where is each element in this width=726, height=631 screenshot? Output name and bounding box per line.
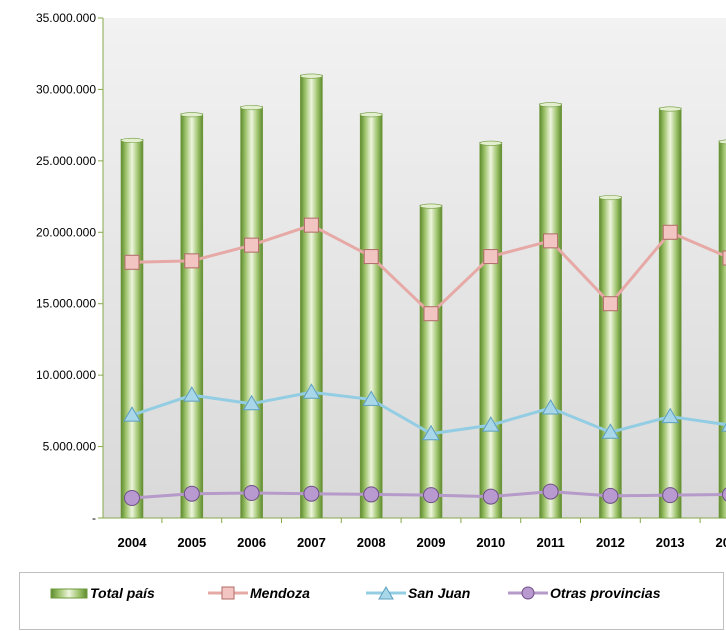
marker-otras-provincias-2007 (303, 485, 320, 502)
legend-item-mendoza: Mendoza (208, 585, 310, 601)
plot-area (103, 18, 726, 518)
bar-total-pais-2008 (359, 113, 383, 519)
marker-san-juan-2011 (541, 398, 560, 415)
x-tick-label: 2008 (357, 535, 386, 550)
marker-san-juan-2012 (601, 423, 620, 439)
legend-label: San Juan (408, 585, 471, 601)
bar-total-pais-2010 (479, 141, 503, 519)
marker-san-juan-2005 (182, 386, 201, 402)
bar-top-cap (359, 112, 383, 118)
y-axis-ticks: - 5.000.000 10.000.000 15.000.000 20.000.000… (36, 11, 103, 525)
marker-san-juan-2008 (362, 390, 381, 406)
bar-total-pais-2012 (599, 196, 622, 519)
marker-mendoza-2005 (184, 253, 200, 269)
bar-top-cap (120, 137, 144, 143)
marker-san-juan-2006 (242, 394, 261, 411)
bar-total-pais-2011 (539, 103, 562, 519)
legend-bar-swatch-icon (50, 588, 88, 599)
line-series (123, 217, 726, 506)
legend-square-marker-icon (208, 586, 248, 600)
x-tick-label: 2014 (716, 535, 726, 550)
marker-san-juan-2013 (661, 407, 680, 424)
marker-otras-provincias-2011 (542, 483, 559, 500)
marker-san-juan-2014 (721, 423, 726, 432)
bar-top-cap (599, 195, 622, 201)
marker-mendoza-2014 (722, 250, 726, 266)
legend: Total país Mendoza San Juan Otras provin… (19, 572, 724, 630)
bar-top-cap (180, 112, 204, 118)
marker-mendoza-2011 (543, 233, 559, 249)
chart-canvas: - 5.000.000 10.000.000 15.000.000 20.000.000… (36, 11, 726, 550)
bar-top-cap (300, 73, 323, 79)
marker-otras-provincias-2005 (183, 485, 200, 502)
marker-mendoza-2010 (483, 249, 499, 265)
x-tick-label: 2010 (476, 535, 505, 550)
bar-top-cap (419, 203, 443, 209)
x-tick-label: 2013 (656, 535, 685, 550)
bar-top-cap (658, 106, 682, 112)
marker-mendoza-2012 (602, 296, 618, 312)
legend-label: Total país (90, 585, 155, 601)
y-tick-label: 20.000.000 (36, 225, 96, 239)
bar-total-pais-2006 (240, 106, 263, 519)
marker-mendoza-2007 (303, 217, 319, 233)
y-tick-label: 15.000.000 (36, 297, 96, 311)
marker-mendoza-2009 (423, 306, 439, 322)
x-tick-label: 2007 (297, 535, 326, 550)
x-tick-label: 2006 (237, 535, 266, 550)
bar-top-cap (539, 102, 562, 108)
y-tick-label: 25.000.000 (36, 154, 96, 168)
bar-top-cap (718, 139, 726, 145)
y-tick-label: 30.000.000 (36, 82, 96, 96)
x-tick-label: 2011 (536, 535, 564, 550)
marker-san-juan-2010 (481, 416, 500, 432)
legend-label: Otras provincias (550, 585, 661, 601)
x-axis-labels: 2004 2005 2006 2007 2008 2009 2010 2011 2012 2013… (118, 518, 726, 550)
marker-otras-provincias-2008 (363, 486, 380, 503)
marker-mendoza-2008 (363, 249, 379, 265)
marker-otras-provincias-2010 (482, 488, 499, 505)
y-tick-label: 5.000.000 (43, 440, 97, 454)
marker-mendoza-2004 (124, 254, 140, 270)
legend-item-otras-provincias: Otras provincias (508, 585, 661, 601)
x-tick-label: 2005 (177, 535, 206, 550)
bar-top-cap (240, 105, 263, 111)
legend-triangle-marker-icon (366, 586, 406, 600)
marker-san-juan-2009 (422, 424, 440, 441)
marker-san-juan-2004 (123, 406, 141, 422)
bar-total-pais-2004 (120, 139, 144, 519)
y-tick-label: 35.000.000 (36, 11, 96, 25)
legend-item-total-pais: Total país (50, 585, 155, 601)
x-tick-label: 2012 (596, 535, 625, 550)
marker-mendoza-2013 (662, 224, 678, 240)
marker-otras-provincias-2004 (124, 490, 140, 506)
marker-otras-provincias-2006 (243, 485, 260, 501)
marker-otras-provincias-2012 (602, 487, 619, 504)
bar-total-pais-2007 (300, 74, 323, 519)
x-tick-label: 2009 (417, 535, 446, 550)
marker-otras-provincias-2009 (423, 487, 439, 504)
legend-circle-marker-icon (508, 586, 548, 600)
y-tick-label: 10.000.000 (36, 368, 96, 382)
bar-total-pais-2005 (180, 113, 204, 519)
bar-total-pais-2013 (658, 107, 682, 519)
marker-otras-provincias-2014 (722, 487, 726, 502)
marker-mendoza-2006 (244, 237, 260, 253)
bar-total-pais-2014 (718, 140, 726, 519)
legend-item-san-juan: San Juan (366, 585, 470, 601)
bar-top-cap (479, 140, 503, 146)
bar-total-pais-2009 (419, 204, 443, 519)
marker-san-juan-2007 (302, 383, 321, 399)
y-tick-label: - (92, 511, 96, 525)
x-tick-label: 2004 (118, 535, 148, 550)
legend-label: Mendoza (250, 585, 310, 601)
marker-otras-provincias-2013 (662, 487, 679, 504)
